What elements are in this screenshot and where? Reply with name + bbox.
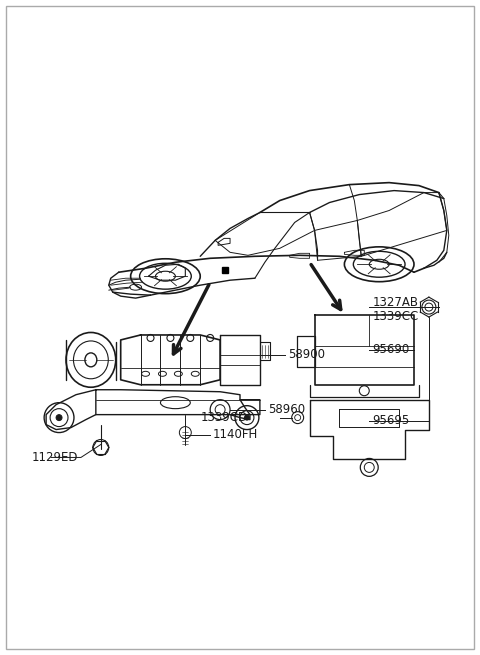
Text: 1327AB: 1327AB bbox=[372, 295, 418, 309]
Text: 1339CD: 1339CD bbox=[200, 411, 247, 424]
Circle shape bbox=[244, 415, 250, 420]
Text: 1129ED: 1129ED bbox=[31, 451, 78, 464]
Text: 1339CC: 1339CC bbox=[372, 310, 419, 322]
Text: 95690: 95690 bbox=[372, 343, 409, 356]
Text: 58900: 58900 bbox=[288, 348, 325, 362]
Text: 95695: 95695 bbox=[372, 414, 409, 427]
Circle shape bbox=[56, 415, 62, 421]
Text: 1140FH: 1140FH bbox=[213, 428, 258, 441]
Text: 58960: 58960 bbox=[268, 403, 305, 416]
